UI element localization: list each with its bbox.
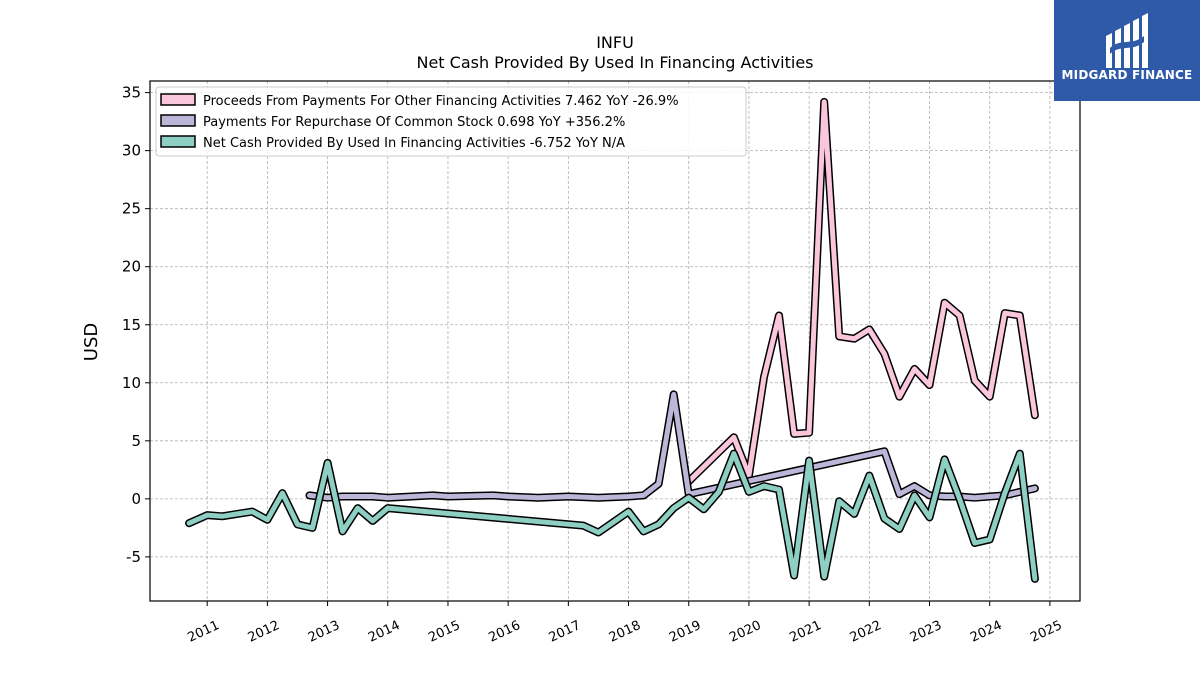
legend-swatch [160,93,196,106]
x-tick-label: 2023 [908,618,944,646]
legend-swatch [160,135,196,148]
y-tick-label: 0 [131,490,141,508]
y-tick-label: 15 [122,316,141,334]
series-outline-0 [684,97,1039,486]
x-tick-label: 2014 [366,618,402,646]
x-tick-label: 2012 [246,618,282,646]
x-tick-label: 2013 [306,618,342,646]
y-tick-label: 35 [122,84,141,102]
x-tick-label: 2021 [787,618,823,646]
legend-entry: Proceeds From Payments For Other Financi… [203,94,679,109]
y-axis: -5 0 5 10 15 20 25 30 35 [122,84,150,566]
legend-entry: Net Cash Provided By Used In Financing A… [203,136,625,151]
y-tick-label: 25 [122,200,141,218]
y-tick-label: 30 [122,142,141,160]
logo-mark-icon [1106,13,1148,68]
legend: Proceeds From Payments For Other Financi… [155,86,747,157]
legend-box [155,86,747,157]
logo-text: MIDGARD FINANCE [1061,68,1193,82]
series-line-0 [686,99,1038,484]
x-tick-label: 2011 [186,618,222,646]
x-tick-label: 2020 [727,618,763,646]
x-tick-label: 2018 [607,618,643,646]
chart-title: INFU [596,33,634,52]
series-line-1 [307,391,1038,501]
grid-lines [150,81,1080,601]
y-axis-label: USD [81,323,102,361]
y-tick-label: 10 [122,374,141,392]
chart-subtitle: Net Cash Provided By Used In Financing A… [416,53,813,72]
plot-frame [149,80,1081,602]
legend-entry: Payments For Repurchase Of Common Stock … [203,115,625,130]
midgard-finance-logo: MIDGARD FINANCE [1054,0,1200,101]
x-tick-label: 2024 [968,618,1004,646]
x-tick-label: 2022 [848,618,884,646]
x-tick-label: 2016 [487,618,523,646]
x-tick-label: 2015 [426,618,462,646]
x-tick-label: 2019 [667,618,703,646]
series-line-2 [186,451,1038,582]
x-axis: 2011 2012 2013 2014 2015 2016 2017 2018 2019 2020… [186,601,1065,646]
y-tick-label: -5 [126,548,141,566]
y-tick-label: 20 [122,258,141,276]
legend-swatch [160,114,196,127]
x-tick-label: 2025 [1028,618,1064,646]
series-layer [185,97,1039,583]
y-tick-label: 5 [131,432,141,450]
x-tick-label: 2017 [547,618,583,646]
